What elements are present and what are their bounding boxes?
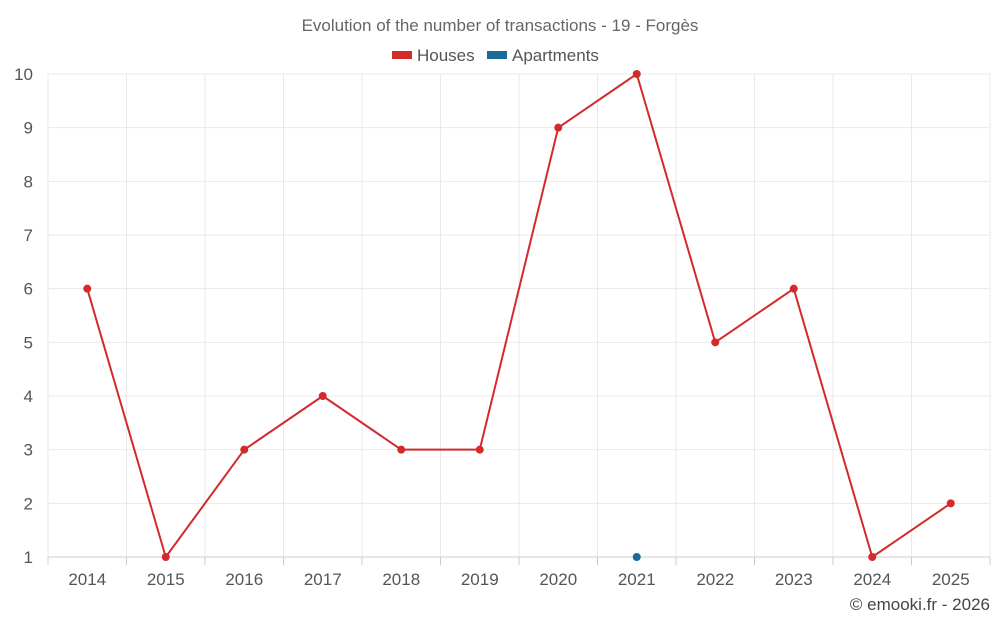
- x-tick-label: 2018: [382, 570, 420, 589]
- series-line-houses: [86, 73, 952, 558]
- legend-label-apartments[interactable]: Apartments: [512, 46, 599, 65]
- chart-title: Evolution of the number of transactions …: [302, 16, 699, 35]
- y-tick-label: 9: [24, 119, 33, 138]
- data-point-houses[interactable]: [397, 445, 406, 454]
- y-tick-label: 1: [24, 548, 33, 567]
- data-point-houses[interactable]: [475, 445, 484, 454]
- y-tick-label: 5: [24, 333, 33, 352]
- grid: [47, 73, 991, 565]
- data-point-houses[interactable]: [789, 284, 798, 293]
- y-tick-label: 4: [24, 387, 33, 406]
- y-tick-label: 7: [24, 226, 33, 245]
- legend: Houses Apartments: [392, 46, 599, 65]
- y-tick-label: 6: [24, 280, 33, 299]
- data-point-houses[interactable]: [318, 392, 327, 400]
- y-axis-ticks: 1 2 3 4 5 6 7 8 9 10: [14, 65, 33, 567]
- x-tick-label: 2024: [853, 570, 891, 589]
- y-tick-label: 2: [24, 494, 33, 513]
- x-tick-label: 2016: [225, 570, 263, 589]
- data-point-houses[interactable]: [946, 499, 955, 508]
- y-tick-label: 8: [24, 172, 33, 191]
- x-tick-label: 2015: [147, 570, 185, 589]
- x-axis-ticks: 2014 2015 2016 2017 2018 2019 2020 2021 2022 2023…: [68, 570, 969, 589]
- series: [83, 70, 955, 561]
- data-point-houses[interactable]: [554, 123, 563, 132]
- y-tick-label: 10: [14, 65, 33, 84]
- credit-text: © emooki.fr - 2026: [850, 595, 990, 614]
- x-tick-label: 2025: [932, 570, 970, 589]
- x-tick-label: 2023: [775, 570, 813, 589]
- x-tick-label: 2021: [618, 570, 656, 589]
- data-point-houses[interactable]: [240, 445, 249, 454]
- x-tick-label: 2020: [539, 570, 577, 589]
- legend-label-houses[interactable]: Houses: [417, 46, 475, 65]
- data-point-apartments[interactable]: [632, 553, 641, 561]
- legend-swatch-apartments[interactable]: [487, 51, 507, 59]
- y-tick-label: 3: [24, 441, 33, 460]
- data-point-houses[interactable]: [868, 553, 877, 561]
- data-point-houses[interactable]: [83, 284, 92, 293]
- legend-swatch-houses[interactable]: [392, 51, 412, 59]
- x-tick-label: 2019: [461, 570, 499, 589]
- data-point-houses[interactable]: [711, 338, 720, 347]
- x-tick-label: 2022: [696, 570, 734, 589]
- x-tick-label: 2014: [68, 570, 106, 589]
- data-point-houses[interactable]: [161, 553, 170, 561]
- x-tick-label: 2017: [304, 570, 342, 589]
- data-point-houses[interactable]: [632, 70, 641, 78]
